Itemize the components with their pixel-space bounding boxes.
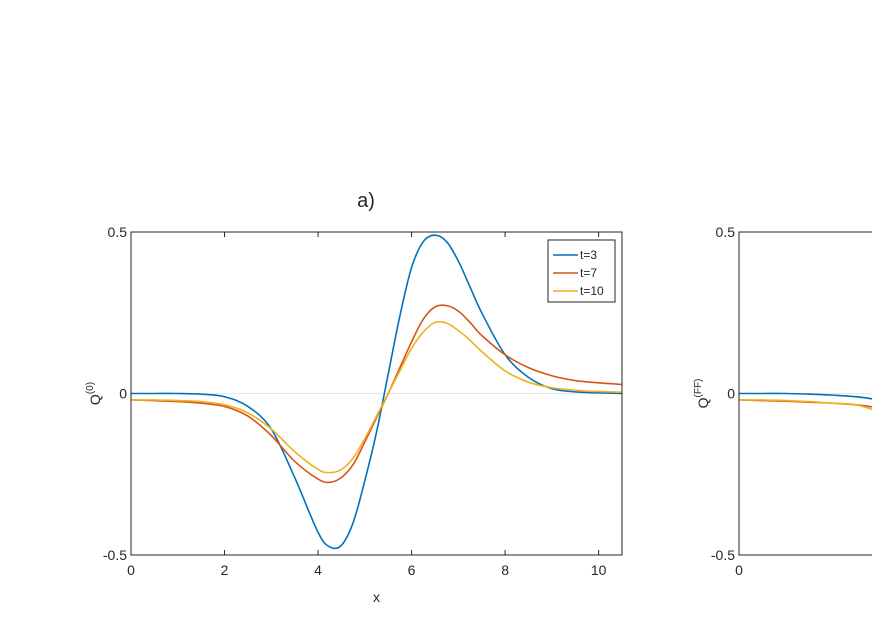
panel-b-axes-box: [738, 231, 872, 556]
panel-b-ytick-label: 0.5: [716, 224, 736, 240]
panel-a-xtick-label: 8: [501, 562, 509, 578]
panel-a-axes-box: [130, 231, 623, 556]
legend-box: [547, 239, 616, 303]
panel-a-ytick-label: 0.5: [108, 224, 128, 240]
svg-text:Q(FF): Q(FF): [693, 379, 711, 409]
panel-b-ylabel: Q(FF): [693, 379, 711, 409]
legend-label: t=3: [580, 248, 597, 262]
panel-a-series-line: [131, 234, 622, 550]
panel-a-xtick-label: 4: [314, 562, 322, 578]
panel-a-series: [131, 234, 622, 550]
legend: t=3 t=7 t=10: [547, 239, 616, 303]
panel-a-ticks: 0 2 4 6 8 10-0.500.5: [103, 224, 622, 578]
panel-b-ytick-label: 0: [727, 386, 735, 402]
panel-b-series-line: [739, 399, 872, 411]
panel-a-ylabel: Q(0): [85, 382, 103, 405]
panel-a-xtick-label: 10: [591, 562, 607, 578]
panel-a-ylabel-base: Q: [87, 394, 103, 405]
panel-b-ticks: 0-0.500.5: [711, 224, 744, 578]
panel-a-ytick-label: 0: [119, 386, 127, 402]
panel-a-xlabel: x: [373, 589, 380, 605]
panel-a-ylabel-sup: (0): [85, 382, 96, 394]
panel-b-series: [739, 392, 872, 411]
panel-b-xtick-label: 0: [735, 562, 743, 578]
panel-a-label: a): [357, 190, 375, 212]
panel-b-series-line: [739, 392, 872, 400]
panel-b-ylabel-base: Q: [695, 397, 711, 408]
panel-b-ylabel-sup: (FF): [693, 379, 704, 398]
panel-a-xtick-label: 2: [221, 562, 229, 578]
panel-a-ytick-label: -0.5: [103, 547, 127, 563]
legend-label: t=10: [580, 284, 604, 298]
panel-a-series-line: [131, 320, 622, 474]
legend-items: t=3 t=7 t=10: [553, 248, 604, 298]
panel-b: 0-0.500.5 Q(FF): [693, 224, 872, 578]
svg-text:Q(0): Q(0): [85, 382, 103, 405]
legend-label: t=7: [580, 266, 597, 280]
panel-a-xtick-label: 6: [408, 562, 416, 578]
panel-a: a) 0 2 4 6 8 10-0.500.5 x Q(0) t=3t=7t=10: [85, 190, 623, 605]
panel-b-ytick-label: -0.5: [711, 547, 735, 563]
panel-a-xtick-label: 0: [127, 562, 135, 578]
